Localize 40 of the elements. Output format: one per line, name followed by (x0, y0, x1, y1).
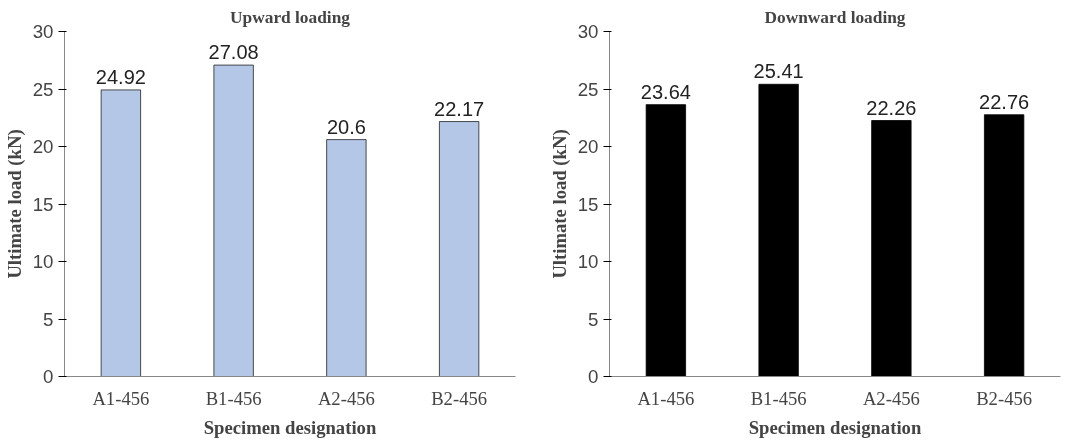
x-axis-title: Specimen designation (203, 416, 377, 438)
x-tick-label: B1-456 (750, 387, 807, 409)
y-axis-title: Ultimate load (kN) (548, 129, 571, 279)
y-tick-label: 5 (588, 308, 599, 330)
data-label: 23.64 (640, 80, 691, 103)
y-tick-label: 0 (43, 366, 54, 387)
chart-title: Upward loading (230, 7, 351, 27)
y-tick-label: 0 (588, 366, 599, 387)
x-tick-label: A2-456 (862, 387, 920, 409)
y-tick-label: 15 (577, 193, 599, 215)
y-tick-label: 10 (32, 251, 54, 272)
y-tick-label: 20 (32, 136, 54, 157)
chart-title: Downward loading (764, 7, 906, 27)
data-label: 22.26 (866, 96, 917, 119)
y-tick-label: 20 (577, 136, 599, 157)
x-tick-label: B1-456 (205, 387, 262, 409)
y-tick-label: 30 (32, 21, 54, 42)
y-tick-label: 15 (32, 193, 54, 215)
x-axis-title: Specimen designation (748, 416, 922, 438)
data-label: 22.76 (979, 90, 1030, 113)
data-label: 22.17 (434, 97, 485, 120)
y-tick-label: 5 (43, 308, 54, 330)
bar (438, 121, 480, 377)
x-tick-label: A1-456 (637, 387, 695, 409)
data-label: 25.41 (753, 60, 804, 83)
bar (213, 64, 254, 377)
y-tick-label: 25 (577, 78, 599, 100)
data-label: 27.08 (208, 41, 259, 64)
y-axis-title: Ultimate load (kN) (3, 129, 26, 279)
y-tick-label: 10 (577, 251, 599, 272)
y-tick-label: 25 (32, 78, 54, 100)
bar (100, 89, 142, 377)
x-tick-label: B2-456 (976, 387, 1033, 409)
data-label: 24.92 (95, 65, 146, 88)
y-tick-label: 30 (577, 21, 599, 42)
bar (326, 139, 367, 377)
x-tick-label: A1-456 (92, 387, 150, 409)
x-tick-label: A2-456 (317, 387, 375, 409)
data-label: 20.6 (326, 115, 366, 138)
x-tick-label: B2-456 (431, 387, 488, 409)
